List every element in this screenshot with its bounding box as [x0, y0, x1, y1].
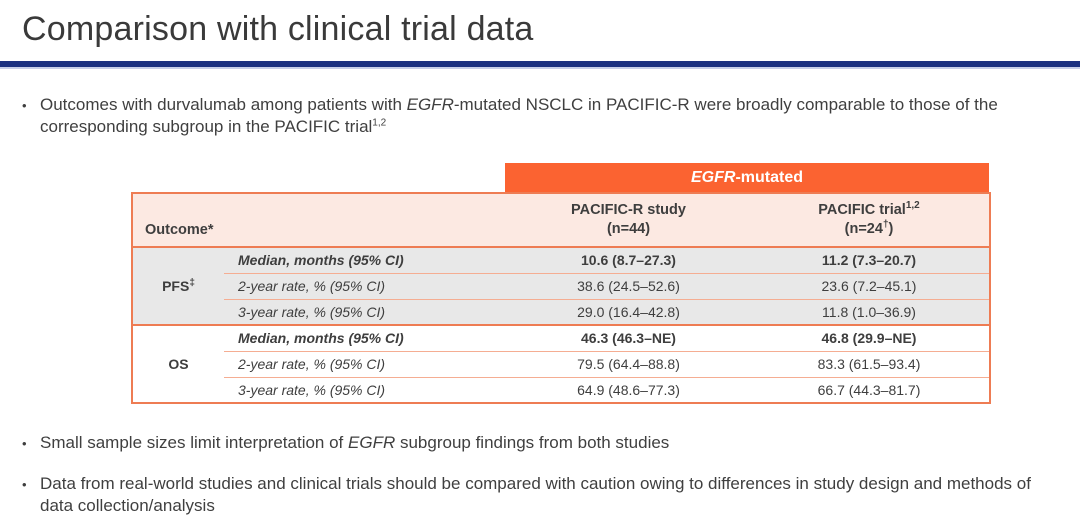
bullet-icon: •	[22, 436, 27, 451]
pacific-r-value: 79.5 (64.4–88.8)	[508, 350, 749, 377]
egfr-italic: EGFR	[348, 433, 396, 452]
egfr-italic: EGFR	[406, 95, 454, 114]
table-row-os-median: OS Median, months (95% CI) 46.3 (46.3–NE…	[132, 324, 990, 403]
pacific-trial-value: 46.8 (29.9–NE)	[749, 324, 990, 351]
pacific-trial-value: 11.8 (1.0–36.9)	[749, 298, 990, 325]
reference-superscript: 1,2	[372, 117, 387, 129]
group-label-os: OS	[132, 324, 224, 403]
os-label: OS	[168, 356, 189, 372]
double-dagger-superscript: ‡	[189, 277, 195, 289]
row-label: 3-year rate, % (95% CI)	[224, 376, 508, 403]
row-label: Median, months (95% CI)	[224, 324, 508, 351]
page-title: Comparison with clinical trial data	[22, 10, 534, 48]
comparison-table: EGFR-mutated Outcome* PACIFIC-R study (n…	[131, 163, 991, 404]
pacific-trial-value: 23.6 (7.2–45.1)	[749, 272, 990, 299]
egfr-mutated-banner: EGFR-mutated	[505, 163, 989, 192]
table-row-pfs-2yr: 2-year rate, % (95% CI) 38.6 (24.5–52.6)…	[132, 272, 990, 299]
pacific-trial-column-header: PACIFIC trial1,2 (n=24†)	[749, 193, 990, 247]
pacific-r-value: 46.3 (46.3–NE)	[508, 324, 749, 351]
bullet-small-pre: Small sample sizes limit interpretation …	[40, 433, 349, 452]
bullet-icon: •	[22, 477, 27, 492]
pacific-trial-name: PACIFIC trial	[818, 202, 906, 219]
bullet-small-samples-text: Small sample sizes limit interpretation …	[40, 432, 669, 454]
pacific-r-n: (n=44)	[606, 221, 651, 237]
row-label: 2-year rate, % (95% CI)	[224, 272, 508, 299]
bullet-icon: •	[22, 98, 27, 113]
bullet-caution-text: Data from real-world studies and clinica…	[40, 474, 1031, 516]
row-label: Median, months (95% CI)	[224, 246, 508, 273]
pfs-label: PFS	[162, 278, 190, 294]
row-label: 2-year rate, % (95% CI)	[224, 350, 508, 377]
pacific-trial-value: 83.3 (61.5–93.4)	[749, 350, 990, 377]
pacific-r-value: 64.9 (48.6–77.3)	[508, 376, 749, 403]
table-row-os-3yr: 3-year rate, % (95% CI) 64.9 (48.6–77.3)…	[132, 376, 990, 403]
outcome-column-header: Outcome*	[132, 193, 508, 247]
dagger-superscript: †	[882, 219, 889, 231]
group-label-pfs: PFS‡	[132, 246, 224, 325]
reference-superscript: 1,2	[905, 200, 920, 212]
banner-rest: -mutated	[735, 169, 803, 186]
bullet-outcomes-pre: Outcomes with durvalumab among patients …	[40, 95, 407, 114]
bullet-caution: • Data from real-world studies and clini…	[22, 473, 1060, 518]
pacific-trial-n-post: )	[888, 221, 894, 237]
egfr-italic: EGFR	[690, 169, 736, 186]
pacific-trial-value: 11.2 (7.3–20.7)	[749, 246, 990, 273]
bullet-outcomes-text: Outcomes with durvalumab among patients …	[40, 94, 1060, 139]
pacific-r-value: 10.6 (8.7–27.3)	[508, 246, 749, 273]
bullet-small-post: subgroup findings from both studies	[395, 433, 670, 452]
bullet-small-samples: • Small sample sizes limit interpretatio…	[22, 432, 669, 454]
pacific-r-column-header: PACIFIC-R study (n=44)	[508, 193, 749, 247]
table-row-os-2yr: 2-year rate, % (95% CI) 79.5 (64.4–88.8)…	[132, 350, 990, 377]
title-divider	[0, 61, 1080, 69]
pacific-r-name: PACIFIC-R study	[571, 202, 686, 219]
table-row-pfs-3yr: 3-year rate, % (95% CI) 29.0 (16.4–42.8)…	[132, 298, 990, 325]
table-header-row: Outcome* PACIFIC-R study (n=44) PACIFIC …	[132, 193, 990, 247]
pacific-r-value: 29.0 (16.4–42.8)	[508, 298, 749, 325]
outcomes-table: Outcome* PACIFIC-R study (n=44) PACIFIC …	[131, 192, 991, 404]
bullet-outcomes: • Outcomes with durvalumab among patient…	[22, 94, 1060, 139]
bullet-outcomes-mid: -mutated NSCLC in PACIFIC-R were broadly…	[40, 95, 998, 137]
pacific-r-value: 38.6 (24.5–52.6)	[508, 272, 749, 299]
pacific-trial-value: 66.7 (44.3–81.7)	[749, 376, 990, 403]
table-row-pfs-median: PFS‡ Median, months (95% CI) 10.6 (8.7–2…	[132, 246, 990, 325]
pacific-trial-n-pre: (n=24	[844, 221, 883, 237]
row-label: 3-year rate, % (95% CI)	[224, 298, 508, 325]
